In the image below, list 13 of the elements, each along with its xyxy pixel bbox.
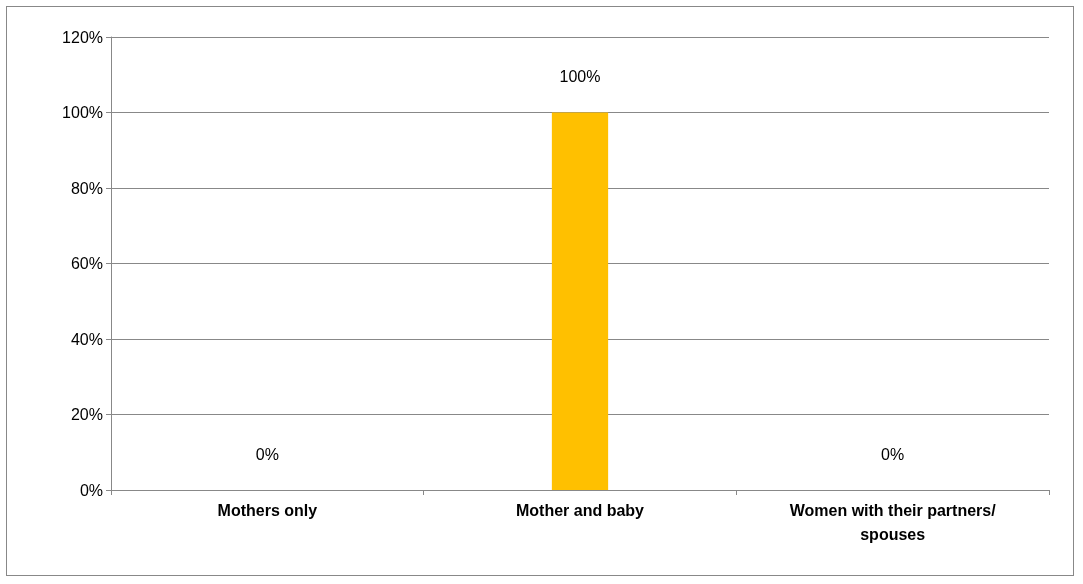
- y-tick-label: 20%: [70, 406, 103, 423]
- data-label: 0%: [881, 445, 905, 463]
- x-tick-label: Women with their partners/spouses: [789, 501, 997, 543]
- data-label: 100%: [559, 68, 601, 85]
- y-tick-label: 40%: [70, 330, 103, 348]
- x-tick-label: Mothers only: [217, 501, 318, 519]
- y-tick-label: 0%: [79, 481, 103, 499]
- x-tick-label: Mother and baby: [515, 501, 645, 519]
- y-tick-label: 120%: [62, 28, 103, 46]
- y-tick-label: 100%: [62, 104, 103, 121]
- y-tick-label: 60%: [70, 255, 103, 272]
- data-label: 0%: [255, 445, 279, 463]
- y-tick-label: 80%: [70, 179, 103, 197]
